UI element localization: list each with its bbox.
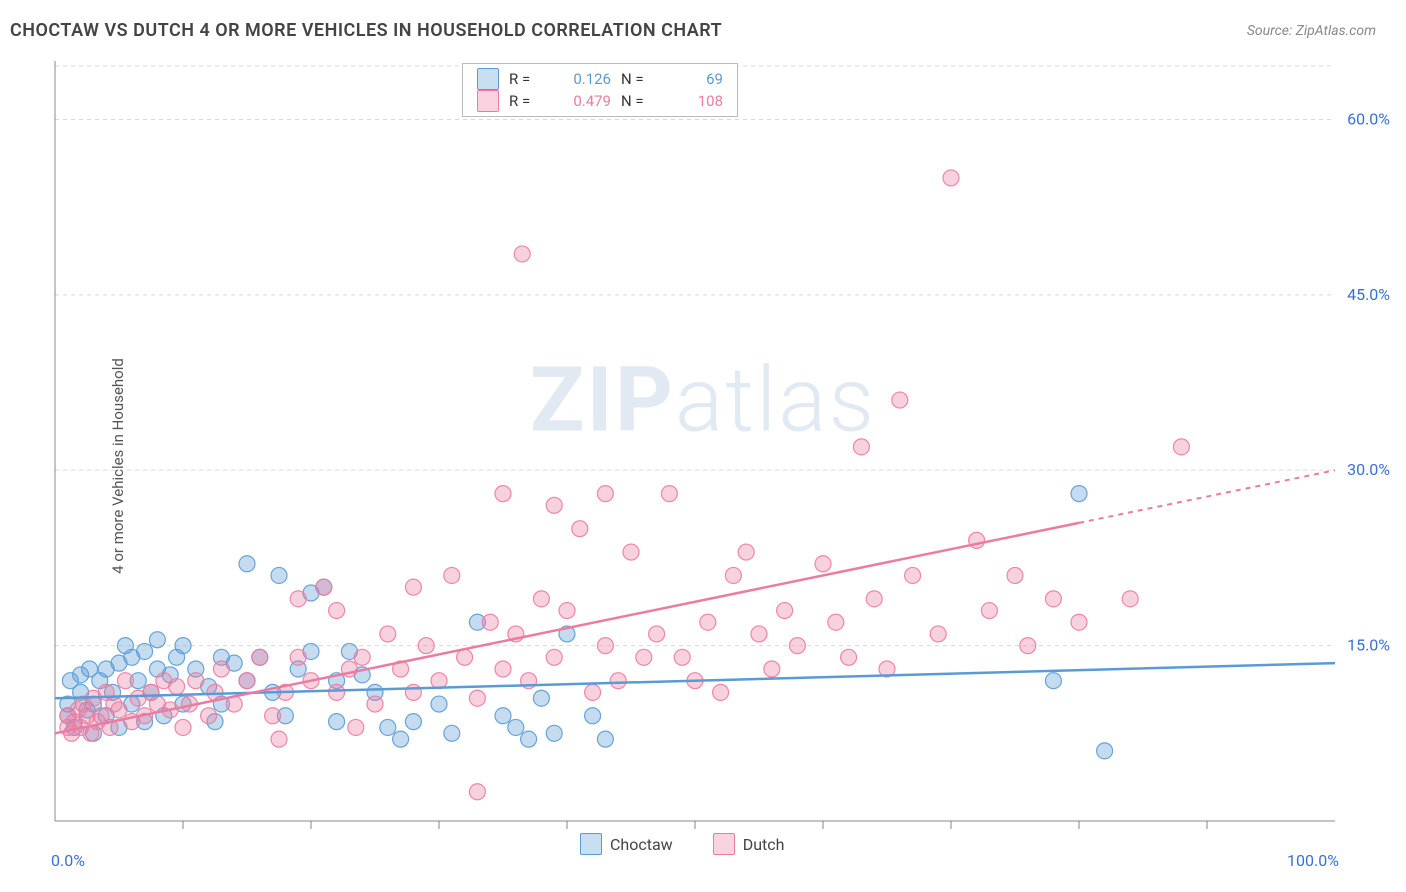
legend-series-name: Choctaw (610, 835, 673, 854)
legend-r-label: R = (509, 68, 543, 90)
legend-row-dutch: R = 0.479 N = 108 (477, 90, 723, 112)
legend-swatch (477, 90, 499, 112)
source-attribution: Source: ZipAtlas.com (1247, 23, 1376, 39)
chart-title: CHOCTAW VS DUTCH 4 OR MORE VEHICLES IN H… (10, 20, 722, 41)
legend-r-value: 0.479 (553, 90, 611, 112)
legend-swatch (713, 833, 735, 855)
x-axis-min-label: 0.0% (51, 851, 85, 870)
svg-text:15.0%: 15.0% (1347, 636, 1390, 655)
x-axis-max-label: 100.0% (1287, 851, 1339, 870)
scatter-plot-svg: 15.0% 30.0% 45.0% 60.0% (0, 51, 1406, 881)
correlation-legend: R = 0.126 N = 69 R = 0.479 N = 108 (462, 63, 738, 117)
legend-r-label: R = (509, 90, 543, 112)
series-legend: Choctaw Dutch (580, 833, 784, 855)
legend-item-choctaw: Choctaw (580, 833, 673, 855)
svg-text:60.0%: 60.0% (1347, 109, 1390, 128)
legend-n-value: 69 (665, 68, 723, 90)
legend-row-choctaw: R = 0.126 N = 69 (477, 68, 723, 90)
legend-n-label: N = (621, 68, 655, 90)
chart-header: CHOCTAW VS DUTCH 4 OR MORE VEHICLES IN H… (0, 0, 1406, 51)
svg-text:45.0%: 45.0% (1347, 285, 1390, 304)
chart-area: 4 or more Vehicles in Household ZIPatlas… (0, 51, 1406, 881)
legend-n-label: N = (621, 90, 655, 112)
legend-series-name: Dutch (743, 835, 785, 854)
y-axis-label: 4 or more Vehicles in Household (109, 358, 127, 574)
series-dutch (60, 170, 1190, 800)
legend-swatch (580, 833, 602, 855)
svg-text:30.0%: 30.0% (1347, 460, 1390, 479)
legend-swatch (477, 68, 499, 90)
legend-n-value: 108 (665, 90, 723, 112)
legend-r-value: 0.126 (553, 68, 611, 90)
legend-item-dutch: Dutch (713, 833, 785, 855)
